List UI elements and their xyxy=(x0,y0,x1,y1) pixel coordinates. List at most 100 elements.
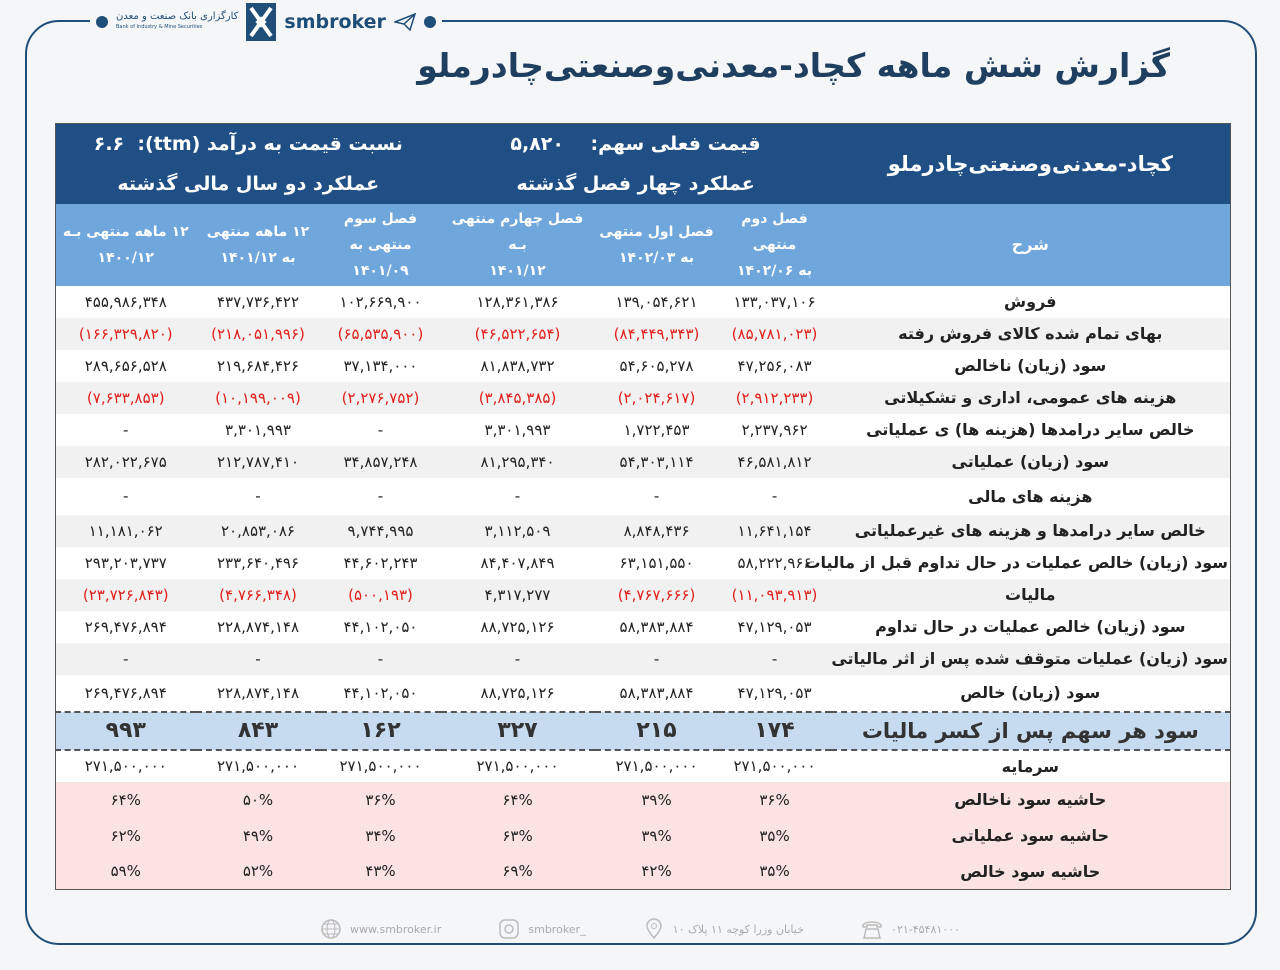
cell-value: ۲۸۹,۶۵۶,۵۲۸ xyxy=(84,356,167,375)
cell-value: ۵۸,۳۸۳,۸۸۴ xyxy=(619,617,694,636)
cell: (۲,۲۷۶,۷۵۲) xyxy=(320,381,441,414)
footer-website[interactable]: www.smbroker.ir xyxy=(320,918,441,940)
cell-value: ۸,۸۴۸,۴۳۶ xyxy=(623,521,690,540)
cell-value: ۸۴۳ xyxy=(237,718,279,743)
cell: (۲,۹۱۲,۲۳۳) xyxy=(718,381,831,414)
page-title: گزارش شش ماهه کچاد-معدنی‌وصنعتی‌چادرملو xyxy=(417,46,1170,85)
cell-value: ۳۴% xyxy=(365,826,396,845)
cell: ۴۷,۱۲۹,۰۵۳ xyxy=(718,610,831,643)
column-header-line: به ۱۴۰۲/۰۶ xyxy=(737,262,813,279)
cell: ۳۴% xyxy=(320,817,441,854)
table-row: سود (زیان) عملیات متوقف شده پس از اثر ما… xyxy=(55,642,1231,675)
eps-row: سود هر سهم پس از کسر مالیات ۱۷۴ ۲۱۵ ۳۲۷ ۱۶۲ ۸… xyxy=(55,710,1231,751)
cell-value: - xyxy=(123,420,129,439)
cell-value: - xyxy=(653,487,660,505)
cell-value: (۸۴,۴۴۹,۳۴۳) xyxy=(613,324,700,343)
cell-value: ۳۶% xyxy=(759,790,790,809)
cell: ۲۶۹,۴۷۶,۸۹۴ xyxy=(55,610,196,643)
telephone-icon xyxy=(862,921,882,939)
cell: ۴۴,۱۰۲,۰۵۰ xyxy=(320,610,441,643)
cell: ۳۵% xyxy=(718,853,831,890)
column-header-description: شرح xyxy=(830,203,1231,286)
cell: ۸۸,۷۲۵,۱۲۶ xyxy=(440,610,595,643)
cell-value: ۸۱,۸۳۸,۷۳۲ xyxy=(480,356,555,375)
cell-value: ۶۹% xyxy=(502,862,533,881)
table-row: سود (زیان) ناخالص ۴۷,۲۵۶,۰۸۳ ۵۴,۶۰۵,۲۷۸ ۸۱,… xyxy=(55,349,1231,382)
table-row: فروش ۱۳۳,۰۳۷,۱۰۶ ۱۳۹,۰۵۴,۶۲۱ ۱۲۸,۳۶۱,۳۸۶ ۱۰۲… xyxy=(55,285,1231,318)
cell: ۱۳۳,۰۳۷,۱۰۶ xyxy=(718,285,831,318)
cell-value: ۲۱۹,۶۸۴,۴۲۶ xyxy=(216,356,300,375)
cell: ۳۴,۸۵۷,۲۴۸ xyxy=(320,445,441,478)
cell-value: ۸۱,۲۹۵,۳۴۰ xyxy=(480,452,555,471)
cell-value: - xyxy=(377,420,384,439)
cell-value: ۱۷۴ xyxy=(754,718,795,743)
company-name: کچاد-معدنی‌وصنعتی‌چادرملو xyxy=(830,123,1231,204)
location-pin-icon xyxy=(645,918,662,940)
cell: ۴۷,۱۲۹,۰۵۳ xyxy=(718,674,831,712)
cell: ۲۹۳,۲۰۳,۷۳۷ xyxy=(55,546,196,579)
cell: ۶۳,۱۵۱,۵۵۰ xyxy=(594,546,719,579)
cell: ۵۸,۳۸۳,۸۸۴ xyxy=(594,610,719,643)
table-row: سود (زیان) خالص عملیات در حال تداوم قبل … xyxy=(55,546,1231,579)
cell-value: - xyxy=(123,649,129,668)
cell: ۸۱,۸۳۸,۷۳۲ xyxy=(440,349,595,382)
cell: (۸۴,۴۴۹,۳۴۳) xyxy=(594,317,719,350)
cell-value: ۱۱,۱۸۱,۰۶۲ xyxy=(88,521,163,540)
footer-instagram[interactable]: smbroker_ xyxy=(498,918,586,940)
cell: ۲۳۳,۶۴۰,۴۹۶ xyxy=(195,546,321,579)
footer-phone: ۰۲۱-۴۵۴۸۱۰۰۰ xyxy=(861,918,960,940)
cell: ۹۹۳ xyxy=(55,710,196,751)
cell: ۳,۱۱۲,۵۰۹ xyxy=(440,514,595,547)
cell-value: ۳۵% xyxy=(759,862,790,881)
cell-value: ۳۶% xyxy=(365,790,396,809)
cell: - xyxy=(594,477,719,515)
column-header-line: فصل چهارم منتهی بـه xyxy=(451,210,584,253)
cell-value: ۶۴% xyxy=(110,790,141,809)
cell-value: ۶۲% xyxy=(110,826,141,845)
cell: (۱۰,۱۹۹,۰۰۹) xyxy=(195,381,321,414)
cell: ۲۰,۸۵۳,۰۸۶ xyxy=(195,514,321,547)
capital-row: سرمایه ۲۷۱,۵۰۰,۰۰۰ ۲۷۱,۵۰۰,۰۰۰ ۲۷۱,۵۰۰,۰۰۰ ۲… xyxy=(55,749,1231,782)
cell-value: - xyxy=(255,487,261,505)
cell: ۸۸,۷۲۵,۱۲۶ xyxy=(440,674,595,712)
cell-value: ۴۴,۶۰۲,۲۴۳ xyxy=(343,553,418,572)
table-row: سود (زیان) خالص ۴۷,۱۲۹,۰۵۳ ۵۸,۳۸۳,۸۸۴ ۸۸,۷۲… xyxy=(55,674,1231,712)
cell: ۲۸۲,۰۲۲,۶۷۵ xyxy=(55,445,196,478)
column-header: فصل دوم منتهی به ۱۴۰۲/۰۶ xyxy=(718,203,831,286)
cell-value: - xyxy=(771,487,778,505)
cell: - xyxy=(594,642,719,675)
row-label: سود (زیان) خالص عملیات در حال تداوم قبل … xyxy=(804,546,1231,579)
cell-value: ۲۹۳,۲۰۳,۷۳۷ xyxy=(84,553,167,572)
cell-value: - xyxy=(771,649,778,668)
cell: ۲۷۱,۵۰۰,۰۰۰ xyxy=(195,749,321,782)
table-row: سود (زیان) خالص عملیات در حال تداوم ۴۷,۱۲… xyxy=(55,610,1231,643)
row-label: خالص سایر درامدها (هزینه ها) ی عملیاتی xyxy=(830,413,1231,446)
column-header: فصل اول منتهی به ۱۴۰۲/۰۳ xyxy=(594,203,719,286)
cell: ۸۱,۲۹۵,۳۴۰ xyxy=(440,445,595,478)
footer: www.smbroker.ir smbroker_ خیابان وزرا کو… xyxy=(320,918,960,940)
cell: ۴۴,۶۰۲,۲۴۳ xyxy=(320,546,441,579)
cell: ۸۴۳ xyxy=(195,710,321,751)
cell-value: ۵۰% xyxy=(242,790,274,809)
cell-value: ۲۶۹,۴۷۶,۸۹۴ xyxy=(84,683,167,702)
cell: (۴,۷۶۷,۶۶۶) xyxy=(594,578,719,611)
cell: ۲۸۹,۶۵۶,۵۲۸ xyxy=(55,349,196,382)
cell: ۴۳% xyxy=(320,853,441,890)
cell: ۱۰۲,۶۶۹,۹۰۰ xyxy=(320,285,441,318)
group-quarters: عملکرد چهار فصل گذشته xyxy=(440,163,831,204)
cell: ۵۰% xyxy=(195,781,321,818)
row-label: سود (زیان) ناخالص xyxy=(830,349,1231,382)
cell: ۲۷۱,۵۰۰,۰۰۰ xyxy=(320,749,441,782)
cell: (۲,۰۲۴,۶۱۷) xyxy=(594,381,719,414)
cell-value: ۲۷۱,۵۰۰,۰۰۰ xyxy=(216,757,300,775)
cell: (۴,۷۶۶,۳۴۸) xyxy=(195,578,321,611)
cell: ۶۴% xyxy=(440,781,595,818)
cell-value: ۸۸,۷۲۵,۱۲۶ xyxy=(480,617,555,636)
cell: ۲۷۱,۵۰۰,۰۰۰ xyxy=(594,749,719,782)
cell-value: ۳۹% xyxy=(641,826,672,845)
cell-value: ۳۲۷ xyxy=(497,718,538,743)
column-header-line: ۱۲ ماهه منتهی xyxy=(206,223,310,240)
table-row: هزینه های عمومی، اداری و تشکیلاتی (۲,۹۱۲,… xyxy=(55,381,1231,414)
paper-plane-icon xyxy=(393,13,416,31)
column-header: ۱۲ ماهه منتهی بـه ۱۴۰۰/۱۲ xyxy=(55,203,196,286)
